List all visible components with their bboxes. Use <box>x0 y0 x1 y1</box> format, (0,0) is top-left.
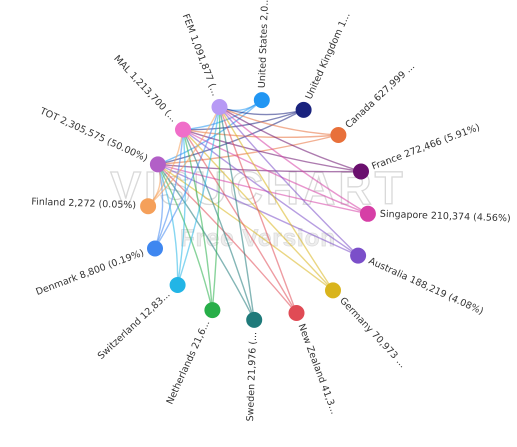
node-marker[interactable] <box>330 127 346 143</box>
node-label: Switzerland 12,83... <box>96 289 173 362</box>
node-marker[interactable] <box>360 206 376 222</box>
node-ca[interactable]: Canada 627,999 ... <box>330 61 417 143</box>
node-uk[interactable]: United Kingdom 1... <box>296 11 353 118</box>
node-de[interactable]: Germany 70,973 ... <box>325 282 408 370</box>
node-label: Denmark 8,800 (0.19%) <box>35 248 146 298</box>
node-label: Germany 70,973 ... <box>337 295 408 370</box>
node-label: TOT 2,305,575 (50.00%) <box>37 105 149 164</box>
node-marker[interactable] <box>147 241 163 257</box>
node-se[interactable]: Sweden 21,976 (... <box>245 312 262 422</box>
node-ch[interactable]: Switzerland 12,83... <box>96 277 186 362</box>
node-marker[interactable] <box>246 312 262 328</box>
node-label: France 272,466 (5.91%) <box>370 122 481 172</box>
node-marker[interactable] <box>175 122 191 138</box>
node-marker[interactable] <box>140 198 156 214</box>
node-label: United States 2,0... <box>257 0 271 88</box>
node-label: Singapore 210,374 (4.56%) <box>380 209 511 225</box>
node-label: Finland 2,272 (0.05%) <box>31 197 136 212</box>
node-marker[interactable] <box>350 248 366 264</box>
node-nl[interactable]: Netherlands 21,6... <box>165 302 221 406</box>
node-marker[interactable] <box>296 102 312 118</box>
node-fem[interactable]: FEM 1,091,877 (... <box>180 12 228 115</box>
node-marker[interactable] <box>150 156 166 172</box>
node-marker[interactable] <box>204 302 220 318</box>
node-marker[interactable] <box>170 277 186 293</box>
node-label: United Kingdom 1... <box>304 11 353 101</box>
node-label: New Zealand 41,3... <box>296 322 340 415</box>
node-marker[interactable] <box>212 99 228 115</box>
node-marker[interactable] <box>289 305 305 321</box>
node-label: MAL 1,213,700 (... <box>111 53 178 124</box>
node-marker[interactable] <box>325 282 341 298</box>
node-label: FEM 1,091,877 (... <box>180 12 221 97</box>
node-nz[interactable]: New Zealand 41,3... <box>289 305 340 416</box>
node-label: Australia 188,219 (4.08%) <box>367 256 485 318</box>
node-au[interactable]: Australia 188,219 (4.08%) <box>350 248 485 318</box>
node-us[interactable]: United States 2,0... <box>254 0 271 108</box>
node-marker[interactable] <box>353 164 369 180</box>
node-marker[interactable] <box>254 92 270 108</box>
node-sg[interactable]: Singapore 210,374 (4.56%) <box>360 206 511 225</box>
node-dk[interactable]: Denmark 8,800 (0.19%) <box>35 241 163 298</box>
node-label: Canada 627,999 ... <box>343 61 417 131</box>
node-label: Netherlands 21,6... <box>165 319 213 406</box>
node-label: Sweden 21,976 (... <box>245 332 259 422</box>
node-mal[interactable]: MAL 1,213,700 (... <box>111 53 191 137</box>
